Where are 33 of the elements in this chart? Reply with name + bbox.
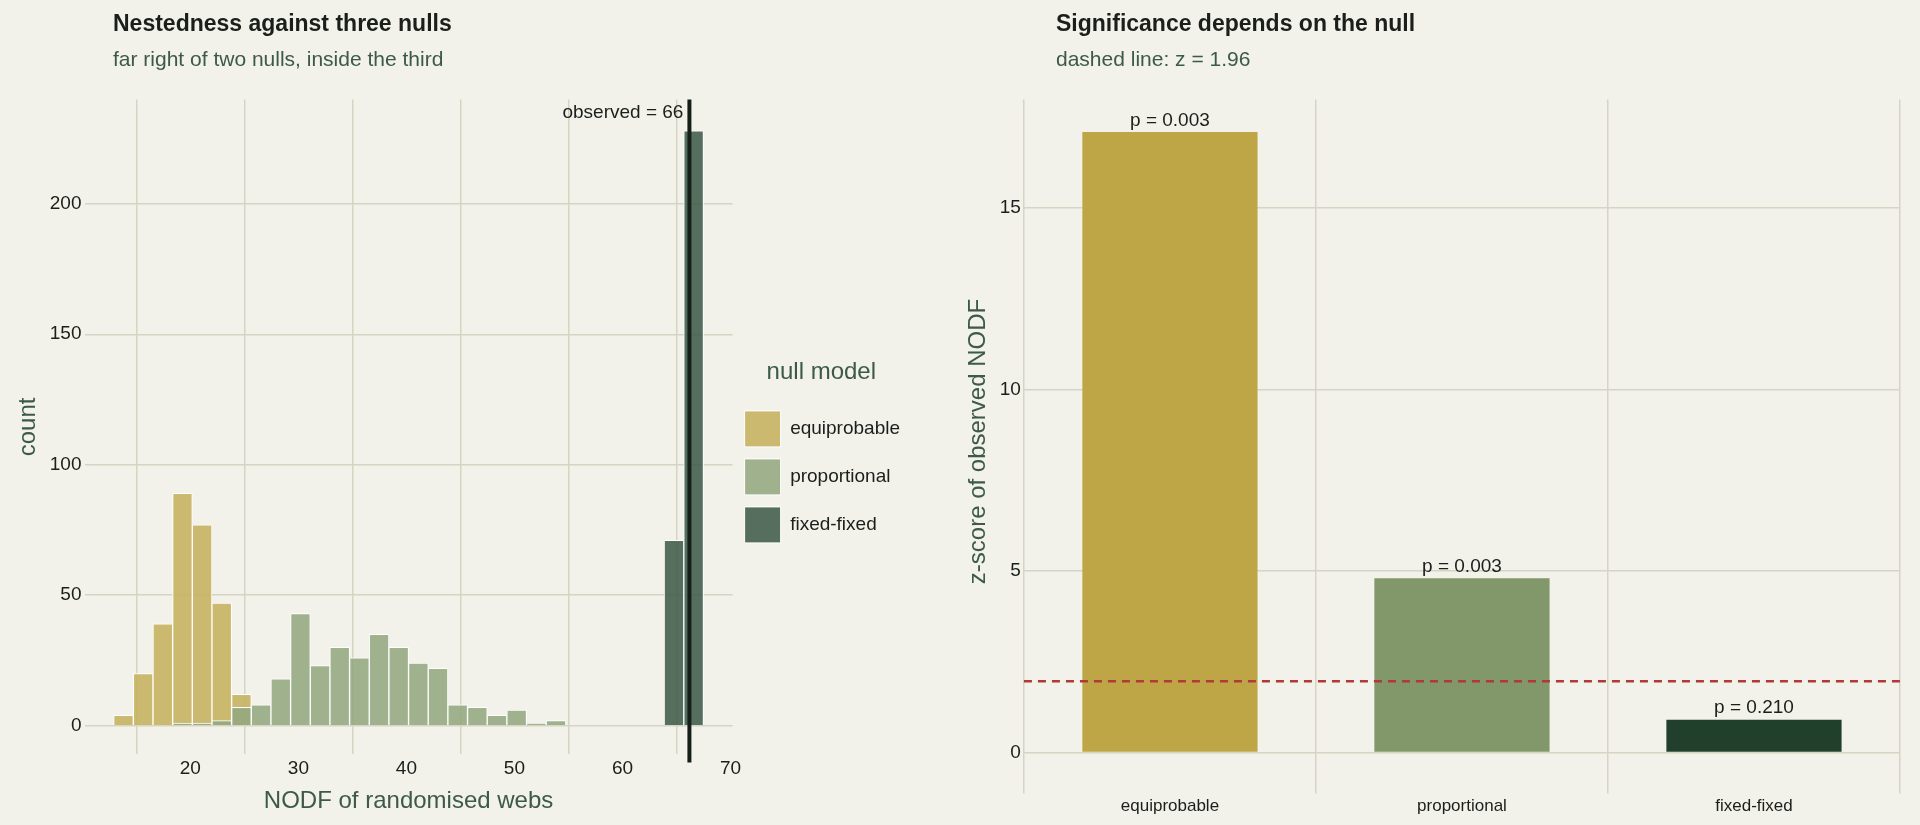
legend-label: equiprobable bbox=[790, 417, 900, 439]
annotation: p = 0.210 bbox=[1714, 696, 1794, 718]
chart-title: Nestedness against three nulls bbox=[113, 10, 452, 37]
y-tick-label: 5 bbox=[1010, 559, 1021, 581]
y-tick-label: 0 bbox=[1010, 740, 1021, 762]
chart-subtitle: dashed line: z = 1.96 bbox=[1056, 47, 1251, 71]
y-axis-title: z-score of observed NODF bbox=[963, 298, 991, 585]
annotation: p = 0.003 bbox=[1422, 555, 1502, 576]
x-tick-label: fixed-fixed bbox=[1715, 796, 1793, 816]
annotation: p = 0.003 bbox=[1130, 108, 1210, 130]
legend-title: null model bbox=[766, 356, 877, 384]
legend-label: fixed-fixed bbox=[790, 513, 877, 535]
chart-subtitle: far right of two nulls, inside the third bbox=[113, 47, 444, 71]
y-tick-label: 50 bbox=[60, 583, 82, 605]
y-axis-title: count bbox=[13, 397, 41, 457]
ref-line-label: observed = 66 bbox=[562, 101, 684, 123]
x-tick-label: 40 bbox=[395, 757, 417, 779]
y-tick-label: 100 bbox=[49, 452, 82, 474]
x-tick-label: proportional bbox=[1417, 796, 1507, 816]
y-tick-label: 10 bbox=[999, 377, 1021, 399]
x-tick-label: equiprobable bbox=[1120, 796, 1220, 816]
legend-label: proportional bbox=[790, 465, 891, 487]
y-tick-label: 150 bbox=[49, 322, 82, 344]
x-axis-title: NODF of randomised webs bbox=[263, 786, 554, 814]
y-tick-label: 0 bbox=[70, 713, 82, 735]
y-tick-label: 200 bbox=[49, 192, 82, 214]
x-tick-label: 70 bbox=[719, 757, 742, 779]
y-tick-label: 15 bbox=[999, 196, 1021, 218]
x-tick-label: 60 bbox=[611, 757, 634, 779]
chart-title: Significance depends on the null bbox=[1056, 10, 1416, 37]
x-tick-label: 30 bbox=[287, 757, 309, 779]
x-tick-label: 20 bbox=[179, 757, 201, 779]
x-tick-label: 50 bbox=[503, 757, 525, 779]
